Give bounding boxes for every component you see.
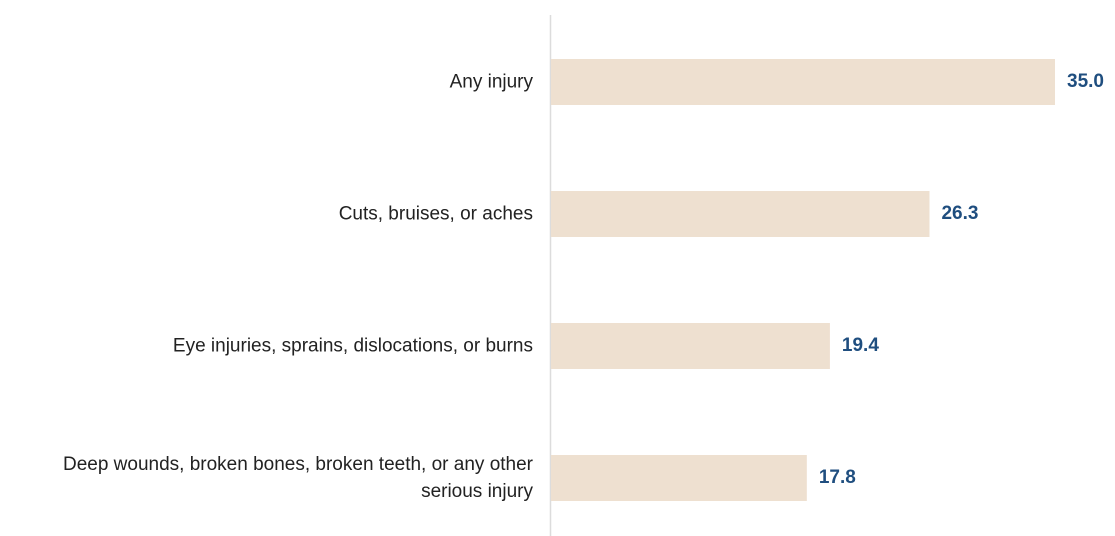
bar: [551, 191, 930, 237]
category-label: Any injury: [449, 71, 533, 93]
bar: [551, 59, 1055, 105]
value-label: 19.4: [841, 335, 879, 356]
category-label: Eye injuries, sprains, dislocations, or …: [172, 335, 533, 357]
category-label: Deep wounds, broken bones, broken teeth,…: [62, 454, 533, 502]
bar: [551, 455, 807, 501]
bar: [551, 323, 830, 369]
value-label: 35.0: [1067, 71, 1104, 92]
value-label: 26.3: [941, 203, 979, 224]
category-label: Cuts, bruises, or aches: [338, 203, 533, 225]
value-label: 17.8: [818, 467, 856, 488]
